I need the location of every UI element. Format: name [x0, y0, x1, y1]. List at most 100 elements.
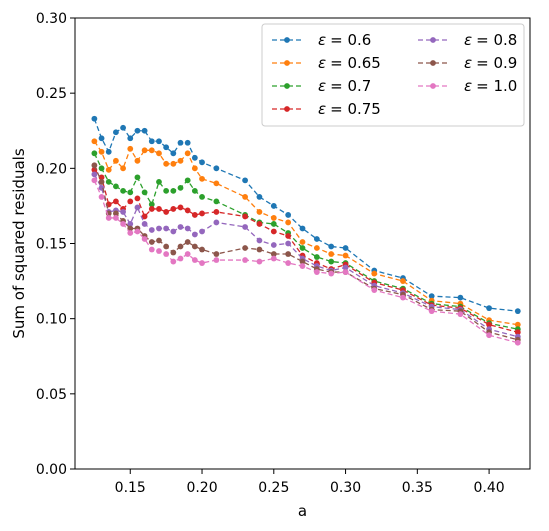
data-point [170, 228, 177, 235]
y-axis: 0.00 0.05 0.10 0.15 0.20 0.25 0.30 [36, 11, 75, 478]
data-point [270, 203, 277, 209]
data-point [199, 193, 205, 200]
data-point [177, 204, 184, 211]
x-tick-label: 0.35 [402, 480, 433, 496]
data-point [141, 221, 148, 227]
data-point [113, 210, 119, 217]
data-point [342, 252, 349, 259]
data-point [486, 305, 492, 312]
legend-label-value: = 0.9 [476, 54, 517, 72]
data-point [148, 246, 155, 253]
data-point [457, 294, 464, 301]
data-point [113, 157, 119, 164]
data-point [299, 263, 306, 269]
data-point [371, 287, 378, 294]
data-point [141, 189, 148, 196]
data-point [285, 260, 292, 266]
data-point [428, 308, 435, 315]
legend: ε = 0.6ε = 0.65ε = 0.7ε = 0.75ε = 0.8ε = 0.9ε =… [261, 23, 525, 127]
data-point [156, 138, 162, 145]
data-point [400, 294, 406, 301]
data-point [148, 201, 155, 208]
legend-label-value: = 0.6 [330, 31, 371, 49]
legend-label: ε = 0.6 [318, 31, 371, 49]
data-point [191, 187, 198, 194]
legend-item: ε = 0.6 [272, 31, 371, 49]
data-point [184, 139, 191, 146]
data-point [163, 144, 170, 151]
y-tick-label: 0.15 [36, 237, 67, 253]
data-point [91, 171, 98, 178]
data-point [156, 237, 162, 244]
data-point [242, 177, 248, 184]
series-0 [91, 115, 521, 315]
data-point [514, 308, 521, 315]
data-point [177, 243, 184, 250]
legend-label-value: = 0.75 [330, 100, 381, 118]
data-point [184, 177, 191, 184]
data-point [514, 329, 521, 336]
data-point [256, 193, 263, 200]
legend-swatch-marker [430, 60, 436, 66]
y-tick-label: 0.30 [36, 11, 67, 27]
data-point [163, 243, 170, 250]
legend-item: ε = 0.9 [418, 54, 517, 72]
data-point [141, 147, 148, 154]
data-point [148, 239, 155, 245]
data-point [156, 150, 162, 157]
legend-label: ε = 0.75 [318, 100, 381, 118]
data-point [199, 159, 205, 166]
data-point [163, 187, 170, 194]
data-point [134, 127, 141, 134]
legend-label-symbol: ε [464, 77, 472, 95]
series-1 [91, 138, 521, 328]
legend-swatch-marker [430, 83, 436, 89]
legend-label-value: = 0.7 [330, 77, 371, 95]
data-point [486, 332, 492, 339]
x-tick-label: 0.25 [258, 480, 289, 496]
x-tick-label: 0.20 [186, 480, 217, 496]
data-point [163, 251, 170, 257]
legend-label: ε = 0.8 [464, 31, 517, 49]
legend-label-symbol: ε [318, 31, 326, 49]
data-point [328, 258, 335, 265]
data-point [177, 255, 184, 262]
data-point [127, 221, 134, 227]
data-point [98, 174, 105, 181]
legend-item: ε = 0.75 [272, 100, 381, 118]
legend-label-value: = 0.65 [330, 54, 381, 72]
data-point [98, 135, 105, 142]
legend-label-value: = 0.8 [476, 31, 517, 49]
legend-swatch-marker [430, 37, 436, 43]
data-point [127, 135, 134, 142]
data-point [127, 198, 134, 205]
legend-item: ε = 0.8 [418, 31, 517, 49]
data-point [199, 246, 205, 253]
data-point [113, 129, 119, 136]
data-point [213, 251, 220, 257]
data-point [242, 257, 248, 263]
data-point [213, 219, 220, 226]
data-point [177, 157, 184, 164]
data-point [428, 293, 435, 300]
data-point [256, 237, 263, 244]
data-point [105, 166, 112, 173]
data-point [120, 209, 126, 215]
data-point [177, 224, 184, 230]
data-point [285, 219, 292, 226]
data-point [514, 339, 521, 346]
data-point [105, 178, 112, 185]
data-point [199, 228, 205, 235]
data-point [199, 210, 205, 217]
legend-swatch-marker [284, 106, 290, 112]
data-point [242, 193, 248, 200]
data-point [299, 245, 306, 251]
data-point [170, 187, 177, 194]
legend-item: ε = 1.0 [418, 77, 517, 95]
data-point [148, 138, 155, 145]
data-point [156, 225, 162, 232]
data-point [313, 236, 320, 242]
data-point [486, 321, 492, 328]
data-point [270, 251, 277, 257]
